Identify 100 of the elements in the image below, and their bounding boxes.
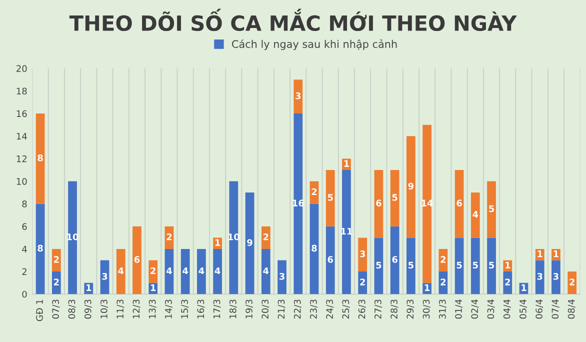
bar [487,238,496,294]
data-label: 2 [166,233,172,240]
data-label: 3 [537,272,542,280]
bar [568,272,577,294]
data-label: 4 [166,267,172,274]
y-tick-label: 20 [16,65,27,72]
x-tick-label: 07/4 [552,299,560,319]
bar [374,170,384,238]
data-label: 3 [296,92,301,100]
x-tick-label: 06/4 [536,299,544,319]
data-label: 2 [360,278,365,286]
x-tick-label: 26/3 [358,300,366,319]
y-tick-label: 2 [22,268,26,275]
bar [278,260,286,294]
bar [390,170,400,226]
x-tick-label: 23/3 [310,300,318,319]
bar [132,226,142,294]
x-tick-label: 10/3 [100,300,108,318]
bar [535,260,544,294]
x-tick-label: 09/3 [84,300,92,319]
data-label: 9 [247,239,252,246]
bar [197,248,206,294]
y-tick-label: 18 [16,88,27,95]
data-label: 5 [489,205,494,212]
data-label: 3 [360,250,366,258]
data-label: 4 [214,267,220,274]
data-label: 5 [376,262,382,269]
data-label: 8 [38,154,43,162]
data-label: 2 [440,256,446,263]
x-tick-label: 24/3 [326,300,334,319]
data-label: 5 [408,262,414,269]
data-label: 3 [279,272,284,280]
data-label: 6 [392,256,398,263]
data-label: 5 [472,262,478,269]
data-label: 2 [312,188,317,196]
data-label: 4 [182,267,188,274]
data-label: 2 [440,278,446,286]
x-tick-label: 17/3 [213,300,221,318]
data-label: 2 [263,233,268,240]
x-tick-label: 08/4 [568,299,576,319]
y-tick-label: 12 [16,155,26,162]
x-tick-label: 12/3 [132,300,140,318]
x-tick-label: 28/3 [390,300,398,319]
bar [470,238,480,294]
x-tick-label: 27/3 [374,300,382,319]
bar [68,181,77,294]
bar [294,114,303,294]
data-label: 5 [456,262,462,269]
data-label: 4 [198,267,204,274]
bar [261,248,270,294]
y-tick-label: 8 [22,200,27,208]
bar [326,226,335,294]
legend-label: Cách ly ngay sau khi nhập cảnh [232,39,397,50]
bar [213,248,222,294]
x-tick-label: 18/3 [229,300,237,318]
x-tick-label: 31/3 [438,300,446,319]
bar [406,238,416,294]
data-label: 8 [38,244,43,252]
data-label: 1 [86,284,92,291]
bar [342,170,351,294]
x-tick-label: GĐ 1 [36,300,43,322]
x-tick-label: 19/3 [246,300,254,318]
bar [470,192,480,238]
bar [326,170,335,226]
data-label: 2 [54,256,59,263]
data-label: 1 [522,284,526,291]
bar [229,181,238,294]
x-tick-label: 15/3 [181,300,189,318]
bar [503,272,512,294]
bar [310,204,319,294]
x-tick-label: 30/3 [422,300,430,319]
bar [52,248,61,272]
bar [36,114,45,204]
bar [390,226,400,294]
y-tick-label: 0 [22,290,27,298]
bar [358,238,368,272]
x-tick-label: 11/3 [116,300,124,318]
x-tick-label: 01/4 [455,299,463,319]
x-tick-label: 08/3 [68,300,76,319]
data-label: 6 [376,200,382,206]
bar [180,248,190,294]
y-tick-label: 10 [16,178,27,185]
bar [116,248,126,294]
data-label: 3 [102,272,108,280]
data-label: 6 [134,256,140,263]
bar [164,248,174,294]
bar [438,248,448,272]
bar [148,260,158,283]
bar [454,238,464,294]
data-label: 3 [553,272,558,280]
data-label: 5 [328,194,333,201]
bar [245,192,254,294]
chart-title: THEO DÕI SỐ CA MẮC MỚI THEO NGÀY [69,8,517,32]
data-label: 9 [408,182,414,190]
bar [374,238,384,294]
data-label: 6 [328,256,334,263]
x-tick-label: 14/3 [165,300,173,318]
data-label: 1 [506,262,510,268]
y-tick-label: 4 [22,246,27,252]
x-tick-label: 25/3 [342,300,350,319]
